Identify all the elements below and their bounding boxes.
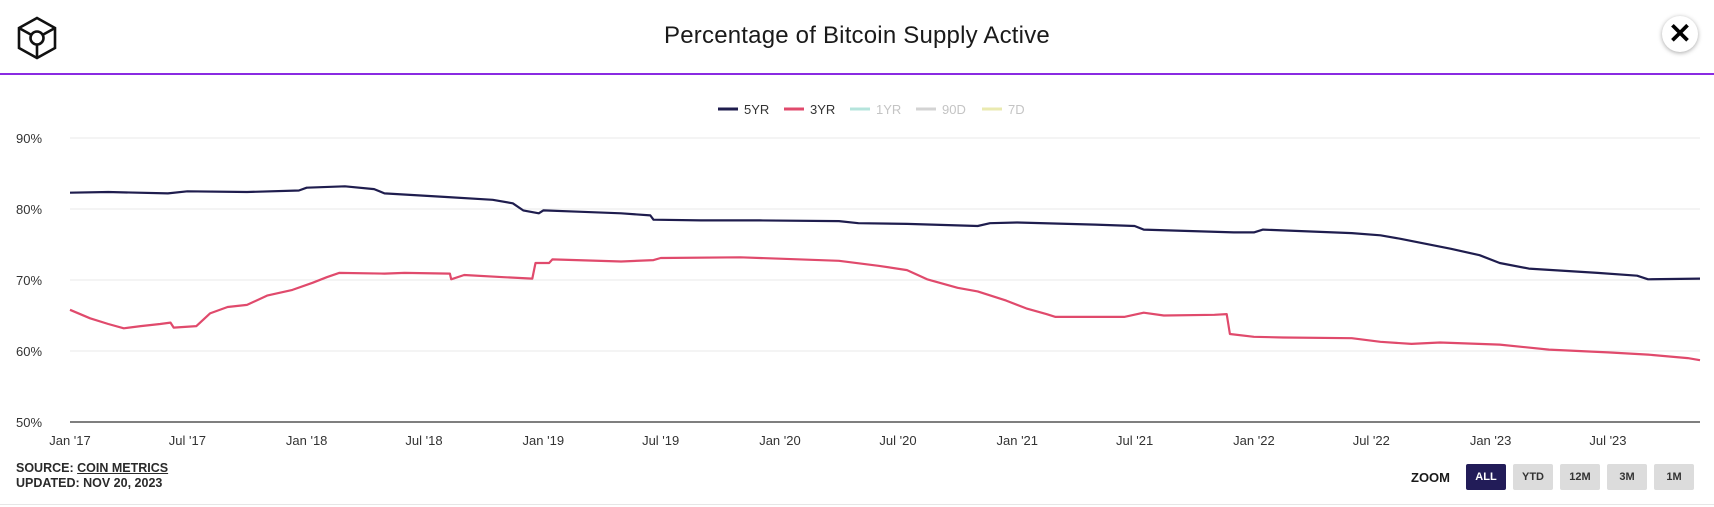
y-tick-label: 90% xyxy=(16,131,42,146)
x-tick-label: Jan '18 xyxy=(286,433,328,448)
x-tick-label: Jul '18 xyxy=(405,433,442,448)
source-block: SOURCE: COIN METRICS UPDATED: NOV 20, 20… xyxy=(16,461,168,491)
legend-item-7d[interactable]: 7D xyxy=(982,102,1025,117)
line-chart: 5YR 3YR 1YR 90D 7D 50% 60% 70% 80% 90% Jan '17 Ju… xyxy=(16,102,1701,448)
legend-item-90d[interactable]: 90D xyxy=(916,102,966,117)
zoom-all-button[interactable]: ALL xyxy=(1466,464,1506,490)
zoom-1m-button[interactable]: 1M xyxy=(1654,464,1694,490)
updated-date: UPDATED: NOV 20, 2023 xyxy=(16,476,163,490)
x-tick-label: Jul '23 xyxy=(1589,433,1626,448)
close-icon: ✕ xyxy=(1668,18,1692,49)
y-tick-label: 80% xyxy=(16,202,42,217)
legend-item-5yr[interactable]: 5YR xyxy=(718,102,769,117)
x-tick-label: Jan '23 xyxy=(1470,433,1512,448)
series-line-3yr xyxy=(69,256,1701,362)
y-tick-label: 50% xyxy=(16,415,42,430)
y-axis: 50% 60% 70% 80% 90% xyxy=(16,131,42,430)
legend-label: 5YR xyxy=(744,102,769,117)
legend-label: 3YR xyxy=(810,102,835,117)
legend-item-3yr[interactable]: 3YR xyxy=(784,102,835,117)
legend-label: 7D xyxy=(1008,102,1025,117)
chart-title: Percentage of Bitcoin Supply Active xyxy=(664,22,1050,49)
series-line-5yr xyxy=(69,185,1701,281)
legend-item-1yr[interactable]: 1YR xyxy=(850,102,901,117)
x-tick-label: Jan '17 xyxy=(49,433,91,448)
source-prefix: SOURCE: xyxy=(16,461,78,475)
x-tick-label: Jan '21 xyxy=(997,433,1039,448)
x-tick-label: Jan '20 xyxy=(759,433,801,448)
zoom-controls: ZOOM ALL YTD 12M 3M 1M xyxy=(1411,464,1694,490)
zoom-3m-button[interactable]: 3M xyxy=(1607,464,1647,490)
legend-label: 90D xyxy=(942,102,966,117)
chart-legend: 5YR 3YR 1YR 90D 7D xyxy=(718,102,1025,117)
footer-divider xyxy=(0,504,1714,505)
x-tick-label: Jan '22 xyxy=(1233,433,1275,448)
zoom-ytd-button[interactable]: YTD xyxy=(1513,464,1553,490)
x-tick-label: Jan '19 xyxy=(523,433,565,448)
y-tick-label: 70% xyxy=(16,273,42,288)
block-logo-icon[interactable] xyxy=(16,16,58,60)
x-tick-label: Jul '19 xyxy=(642,433,679,448)
x-tick-label: Jul '21 xyxy=(1116,433,1153,448)
legend-label: 1YR xyxy=(876,102,901,117)
zoom-12m-button[interactable]: 12M xyxy=(1560,464,1600,490)
chart-header: Percentage of Bitcoin Supply Active ✕ xyxy=(0,0,1714,73)
close-button[interactable]: ✕ xyxy=(1662,16,1698,52)
x-axis: Jan '17 Jul '17 Jan '18 Jul '18 Jan '19 Jul '… xyxy=(49,433,1626,448)
chart-grid xyxy=(70,137,1700,423)
x-tick-label: Jul '17 xyxy=(169,433,206,448)
source-link[interactable]: COIN METRICS xyxy=(77,461,169,475)
zoom-label: ZOOM xyxy=(1411,469,1450,485)
x-tick-label: Jul '20 xyxy=(879,433,916,448)
x-tick-label: Jul '22 xyxy=(1353,433,1390,448)
chart-series xyxy=(69,185,1701,362)
y-tick-label: 60% xyxy=(16,344,42,359)
header-divider xyxy=(0,73,1714,75)
